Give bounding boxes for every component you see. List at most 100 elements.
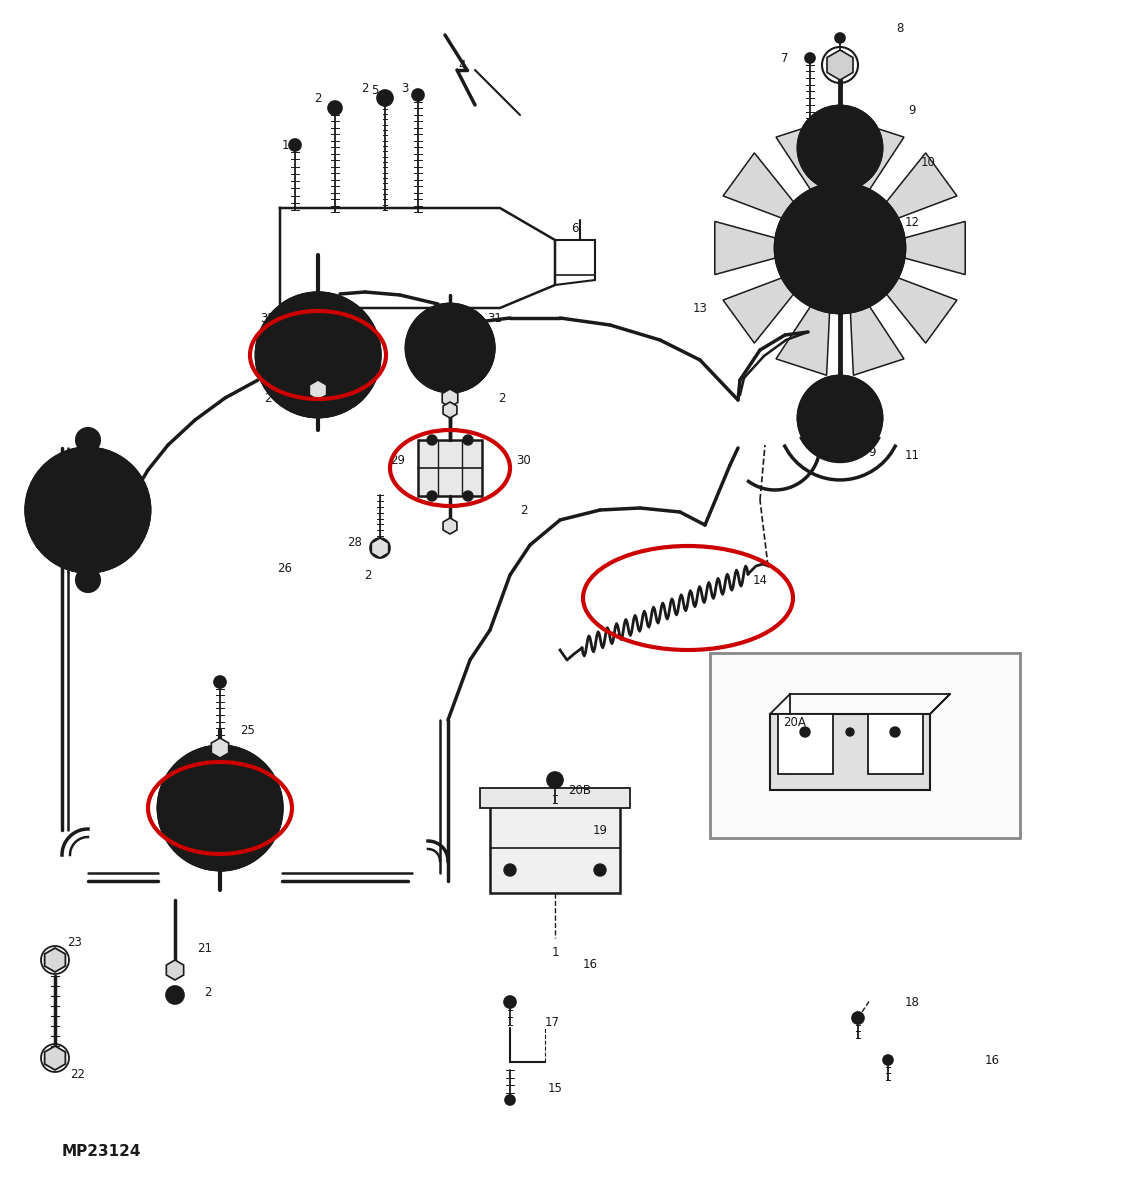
Circle shape <box>256 293 380 416</box>
Text: 25: 25 <box>241 724 255 737</box>
Polygon shape <box>848 274 904 375</box>
Polygon shape <box>166 959 183 980</box>
Text: 1: 1 <box>281 138 289 151</box>
Text: 29: 29 <box>390 453 405 466</box>
Text: 5: 5 <box>371 84 379 97</box>
Text: 21: 21 <box>198 942 213 955</box>
Text: 6: 6 <box>572 221 578 234</box>
Circle shape <box>835 33 845 43</box>
Polygon shape <box>443 402 457 418</box>
Circle shape <box>800 224 810 233</box>
Circle shape <box>158 746 282 870</box>
Circle shape <box>76 498 100 522</box>
Text: 10: 10 <box>920 155 936 168</box>
Circle shape <box>775 183 904 313</box>
Circle shape <box>442 340 458 356</box>
Text: 2: 2 <box>314 91 322 104</box>
Text: 18: 18 <box>904 996 919 1008</box>
Circle shape <box>210 799 230 817</box>
Polygon shape <box>723 265 818 343</box>
Circle shape <box>806 53 814 63</box>
Circle shape <box>464 491 472 500</box>
Text: 2: 2 <box>361 82 369 95</box>
Polygon shape <box>371 538 388 558</box>
Circle shape <box>832 240 848 256</box>
Circle shape <box>798 376 882 460</box>
Polygon shape <box>443 518 457 534</box>
Circle shape <box>76 568 100 592</box>
Text: 16: 16 <box>583 958 597 971</box>
Polygon shape <box>212 738 228 758</box>
Text: 4: 4 <box>458 58 466 71</box>
Text: 13: 13 <box>693 302 708 315</box>
Text: 9: 9 <box>908 103 916 116</box>
Circle shape <box>44 466 132 554</box>
Text: 33: 33 <box>174 789 189 802</box>
Text: 8: 8 <box>897 21 903 34</box>
Circle shape <box>852 1011 864 1024</box>
Circle shape <box>800 728 810 737</box>
Polygon shape <box>776 274 831 375</box>
Text: 3: 3 <box>402 82 408 95</box>
Circle shape <box>870 224 880 233</box>
Circle shape <box>464 435 472 445</box>
Circle shape <box>214 675 226 689</box>
Circle shape <box>377 90 393 106</box>
Circle shape <box>504 864 516 875</box>
Text: 20A: 20A <box>783 716 807 729</box>
Circle shape <box>890 728 900 737</box>
Text: 24: 24 <box>251 789 266 802</box>
Circle shape <box>547 772 562 788</box>
Text: 30: 30 <box>516 453 531 466</box>
Circle shape <box>315 353 321 358</box>
Circle shape <box>406 304 494 392</box>
Circle shape <box>810 388 870 448</box>
Circle shape <box>166 985 184 1004</box>
Circle shape <box>820 228 860 269</box>
Circle shape <box>412 89 424 101</box>
Circle shape <box>289 138 302 151</box>
Circle shape <box>428 435 436 445</box>
Polygon shape <box>776 121 831 221</box>
Bar <box>480 788 630 808</box>
Circle shape <box>830 138 850 159</box>
Bar <box>778 715 832 774</box>
Circle shape <box>217 804 223 812</box>
Circle shape <box>202 790 238 826</box>
Text: 20B: 20B <box>568 783 592 796</box>
Text: 31: 31 <box>487 311 503 324</box>
Circle shape <box>274 311 362 399</box>
Text: 2: 2 <box>364 569 371 582</box>
Text: 26: 26 <box>278 562 292 575</box>
Circle shape <box>883 1055 893 1065</box>
Circle shape <box>26 448 150 573</box>
Text: 28: 28 <box>348 536 362 549</box>
Text: 22: 22 <box>71 1068 86 1081</box>
Polygon shape <box>863 153 957 232</box>
Text: 2: 2 <box>498 392 506 405</box>
Circle shape <box>447 345 453 351</box>
Circle shape <box>837 415 843 421</box>
Text: 17: 17 <box>544 1015 559 1028</box>
Circle shape <box>420 318 480 379</box>
Circle shape <box>870 263 880 273</box>
Text: 9: 9 <box>868 446 875 459</box>
Polygon shape <box>868 221 965 274</box>
Circle shape <box>428 491 436 500</box>
Text: 23: 23 <box>68 936 82 949</box>
Circle shape <box>504 996 516 1008</box>
Bar <box>490 799 620 893</box>
Text: 7: 7 <box>781 52 789 65</box>
Circle shape <box>328 101 342 115</box>
Polygon shape <box>45 948 65 972</box>
Polygon shape <box>442 389 458 407</box>
Text: 12: 12 <box>904 215 919 228</box>
Polygon shape <box>309 380 326 400</box>
Circle shape <box>594 864 606 875</box>
Text: 14: 14 <box>753 574 767 587</box>
Polygon shape <box>848 121 904 221</box>
Circle shape <box>76 428 100 452</box>
Text: 16: 16 <box>984 1054 999 1067</box>
Circle shape <box>830 408 850 428</box>
Text: 32: 32 <box>261 311 276 324</box>
